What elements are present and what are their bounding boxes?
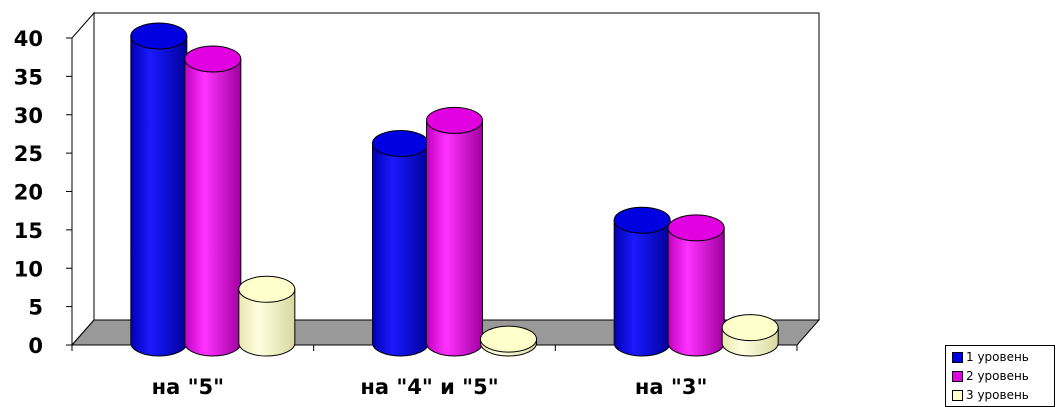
legend-label: 2 уровень	[966, 369, 1029, 383]
legend: 1 уровень 2 уровень 3 уровень	[945, 345, 1055, 407]
legend-item: 2 уровень	[952, 368, 1029, 384]
bar-body	[667, 227, 725, 357]
bar-cylinder	[613, 206, 671, 357]
bar-body	[238, 288, 296, 357]
legend-item: 3 уровень	[952, 387, 1029, 403]
y-tick-label: 25	[14, 142, 43, 166]
y-tick-label: 40	[14, 27, 43, 51]
y-tick-label: 10	[14, 257, 43, 281]
bar-cylinder	[238, 275, 296, 357]
bar-top	[613, 206, 671, 234]
bar-cylinder	[721, 314, 779, 357]
bar-body	[613, 219, 671, 357]
legend-label: 3 уровень	[966, 388, 1029, 402]
y-tick-label: 30	[14, 104, 43, 128]
side-wall	[71, 11, 95, 347]
bar-body	[184, 58, 242, 357]
legend-swatch-series-1	[952, 351, 963, 363]
bar-body	[426, 119, 483, 357]
bar-cylinder	[426, 106, 483, 357]
x-category-label: на "3"	[635, 375, 708, 399]
y-tick-label: 20	[14, 181, 43, 205]
bar-cylinder	[372, 129, 429, 357]
y-tick-label: 5	[28, 296, 43, 320]
bar-top	[372, 129, 429, 157]
y-tick-label: 35	[14, 65, 43, 89]
bar-top	[238, 275, 296, 303]
legend-item: 1 уровень	[952, 349, 1029, 365]
bar-top	[667, 214, 725, 242]
legend-swatch-series-2	[952, 370, 963, 382]
bar-cylinder	[667, 214, 725, 357]
x-category-label: на "4" и "5"	[360, 375, 498, 399]
x-category-label: на "5"	[152, 375, 225, 399]
legend-swatch-series-3	[952, 389, 963, 401]
y-tick-label: 0	[28, 334, 43, 358]
bar-body	[372, 142, 429, 357]
bar-cylinder	[184, 45, 242, 357]
y-tick-label: 15	[14, 219, 43, 243]
bar-cylinder	[480, 325, 537, 357]
bar-body	[130, 35, 188, 357]
bar-cylinder	[130, 22, 188, 357]
bar-top	[721, 314, 779, 342]
bar-top	[130, 22, 188, 50]
bar-top	[480, 325, 537, 353]
bar-top	[426, 106, 483, 134]
legend-label: 1 уровень	[966, 350, 1029, 364]
bar-top	[184, 45, 242, 73]
